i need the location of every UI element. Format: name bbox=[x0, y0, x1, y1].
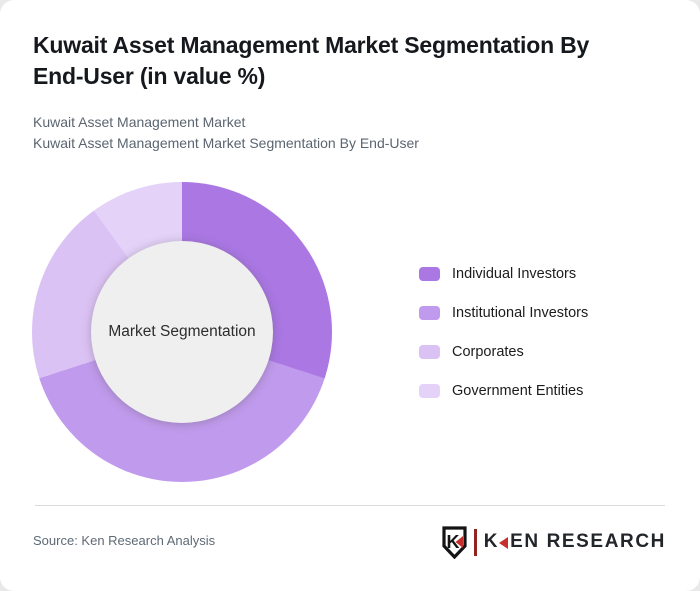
legend-label-corporates: Corporates bbox=[452, 343, 524, 360]
donut-hole: Market Segmentation bbox=[91, 241, 273, 423]
footer-divider bbox=[35, 505, 665, 506]
chart-subtitles: Kuwait Asset Management Market Kuwait As… bbox=[33, 112, 653, 154]
legend-label-individual-investors: Individual Investors bbox=[452, 265, 577, 282]
legend-item-corporates: Corporates bbox=[419, 339, 588, 364]
ken-research-logo: K K EN RESEARCH bbox=[441, 522, 666, 562]
donut-center-label: Market Segmentation bbox=[108, 323, 256, 340]
legend-label-government-entities: Government Entities bbox=[452, 382, 584, 399]
brand-text: K EN RESEARCH bbox=[484, 531, 666, 553]
red-arrow-icon bbox=[499, 537, 509, 549]
subtitle-line-1: Kuwait Asset Management Market bbox=[33, 114, 246, 130]
page-title-line-2: End-User (in value %) bbox=[33, 63, 266, 89]
svg-text:K: K bbox=[446, 532, 459, 552]
logo-separator bbox=[473, 528, 477, 556]
page-title-line-1: Kuwait Asset Management Market Segmentat… bbox=[33, 32, 590, 58]
legend-swatch-institutional-investors bbox=[419, 305, 440, 320]
legend-item-institutional-investors: Institutional Investors bbox=[419, 300, 588, 325]
subtitle-line-2: Kuwait Asset Management Market Segmentat… bbox=[33, 135, 419, 151]
legend-label-institutional-investors: Institutional Investors bbox=[452, 304, 589, 321]
legend-swatch-individual-investors bbox=[419, 266, 440, 281]
brand-text-rest: EN RESEARCH bbox=[510, 531, 666, 552]
donut-chart: Market Segmentation bbox=[32, 182, 332, 482]
page-title: Kuwait Asset Management Market Segmentat… bbox=[33, 30, 668, 92]
legend-swatch-government-entities bbox=[419, 383, 440, 398]
legend-item-government-entities: Government Entities bbox=[419, 378, 588, 403]
source-text: Source: Ken Research Analysis bbox=[33, 533, 216, 548]
legend-item-individual-investors: Individual Investors bbox=[419, 261, 588, 286]
shield-k-icon: K bbox=[442, 525, 467, 559]
brand-letter-k: K bbox=[483, 531, 500, 552]
legend-swatch-corporates bbox=[419, 344, 440, 359]
chart-legend: Individual Investors Institutional Inves… bbox=[419, 261, 588, 417]
